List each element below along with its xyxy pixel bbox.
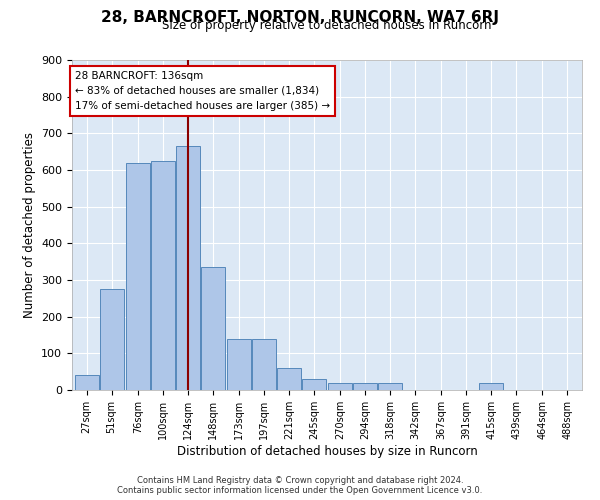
Y-axis label: Number of detached properties: Number of detached properties (23, 132, 35, 318)
Bar (479, 382, 503, 390)
Bar (227, 338, 251, 390)
Bar (328, 382, 352, 390)
Text: 28, BARNCROFT, NORTON, RUNCORN, WA7 6RJ: 28, BARNCROFT, NORTON, RUNCORN, WA7 6RJ (101, 10, 499, 25)
Text: Contains HM Land Registry data © Crown copyright and database right 2024.
Contai: Contains HM Land Registry data © Crown c… (118, 476, 482, 495)
Bar (302, 379, 326, 390)
Bar (353, 382, 377, 390)
Bar (200, 267, 225, 390)
Text: 28 BARNCROFT: 136sqm
← 83% of detached houses are smaller (1,834)
17% of semi-de: 28 BARNCROFT: 136sqm ← 83% of detached h… (75, 71, 330, 110)
Title: Size of property relative to detached houses in Runcorn: Size of property relative to detached ho… (162, 20, 492, 32)
Bar (176, 146, 200, 390)
Bar (378, 382, 402, 390)
Bar (277, 368, 301, 390)
X-axis label: Distribution of detached houses by size in Runcorn: Distribution of detached houses by size … (176, 444, 478, 458)
Bar (100, 289, 124, 390)
Bar (151, 161, 175, 390)
Bar (74, 376, 98, 390)
Bar (252, 338, 276, 390)
Bar (125, 162, 150, 390)
